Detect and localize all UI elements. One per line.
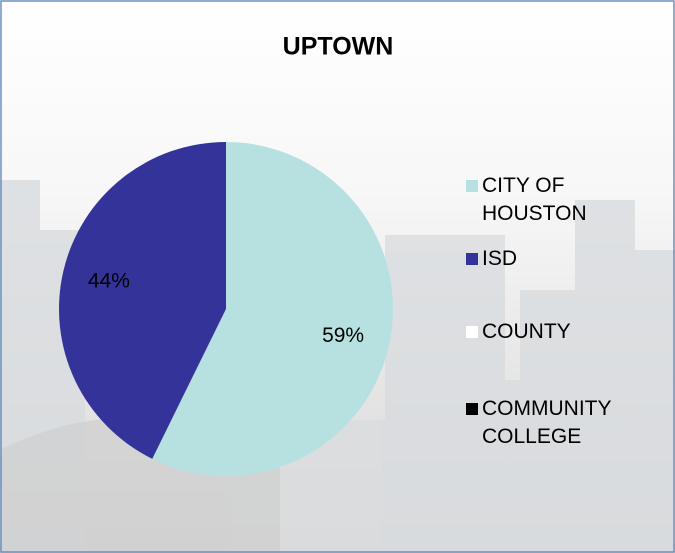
legend-label: ISD	[482, 247, 518, 270]
legend-item: COMMUNITY COLLEGE	[466, 395, 646, 451]
legend-label: CITY OF HOUSTON	[482, 174, 587, 225]
legend-label: COUNTY	[482, 320, 571, 343]
data-label: 44%	[88, 269, 130, 292]
legend-swatch	[466, 253, 478, 265]
chart-title: UPTOWN	[283, 33, 394, 61]
legend-item: CITY OF HOUSTON	[466, 172, 646, 228]
legend-swatch	[466, 326, 478, 338]
legend-swatch	[466, 180, 478, 192]
legend-item: COUNTY	[466, 318, 646, 346]
pie-slice	[59, 142, 227, 459]
legend-item: ISD	[466, 245, 646, 273]
legend-label: COMMUNITY COLLEGE	[482, 397, 612, 448]
pie-slice	[152, 142, 393, 476]
data-label: 59%	[322, 324, 364, 347]
pie: 59% 44%	[59, 142, 393, 476]
legend-swatch	[466, 403, 478, 415]
